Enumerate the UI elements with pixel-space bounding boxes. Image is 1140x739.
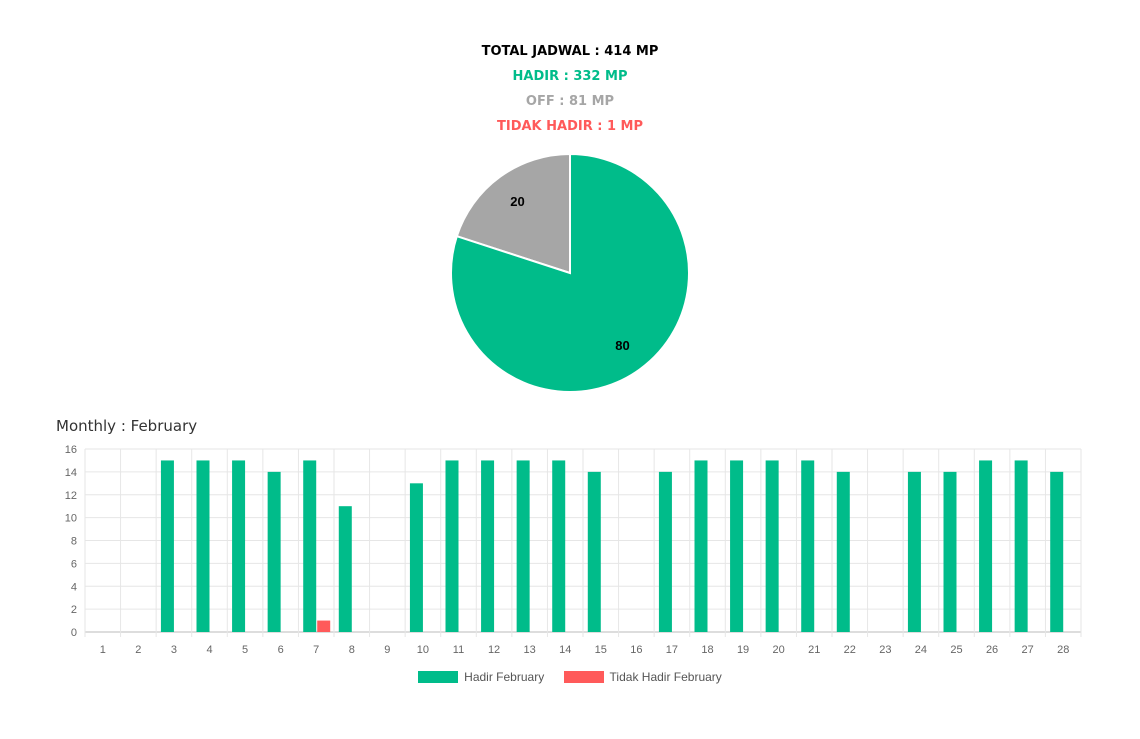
bar-hadir-10[interactable] bbox=[409, 483, 423, 632]
summary-total: TOTAL JADWAL : 414 MP bbox=[481, 44, 659, 59]
bar-chart-legend: Hadir February Tidak Hadir February bbox=[0, 670, 1140, 686]
legend-item-tidak-hadir[interactable]: Tidak Hadir February bbox=[563, 670, 722, 684]
bar-hadir-26[interactable] bbox=[979, 460, 993, 632]
x-tick-label: 12 bbox=[488, 644, 500, 656]
y-tick-label: 14 bbox=[65, 467, 77, 479]
x-tick-label: 1 bbox=[100, 644, 106, 656]
bar-hadir-22[interactable] bbox=[836, 471, 850, 632]
x-tick-label: 2 bbox=[135, 644, 141, 656]
legend-swatch-tidak-hadir bbox=[563, 671, 604, 683]
x-tick-label: 19 bbox=[737, 644, 749, 656]
y-tick-label: 8 bbox=[71, 536, 77, 548]
pie-slice-0[interactable] bbox=[455, 152, 571, 275]
bar-hadir-17[interactable] bbox=[658, 471, 672, 632]
bar-hadir-8[interactable] bbox=[338, 506, 352, 632]
summary-hadir: HADIR : 332 MP bbox=[512, 69, 628, 84]
bar-hadir-18[interactable] bbox=[694, 460, 708, 632]
x-tick-label: 6 bbox=[278, 644, 284, 656]
bar-hadir-11[interactable] bbox=[445, 460, 459, 632]
y-tick-label: 2 bbox=[71, 604, 77, 616]
legend-label-tidak-hadir: Tidak Hadir February bbox=[609, 670, 722, 684]
y-tick-label: 16 bbox=[65, 444, 77, 456]
x-tick-label: 23 bbox=[879, 644, 891, 656]
x-tick-label: 17 bbox=[666, 644, 678, 656]
pie-slice-label-1: 80 bbox=[615, 338, 629, 353]
bar-hadir-15[interactable] bbox=[587, 471, 601, 632]
x-tick-label: 21 bbox=[808, 644, 820, 656]
bar-hadir-24[interactable] bbox=[907, 471, 921, 632]
x-tick-label: 26 bbox=[986, 644, 998, 656]
y-tick-label: 4 bbox=[71, 581, 77, 593]
x-tick-label: 27 bbox=[1022, 644, 1034, 656]
bar-hadir-25[interactable] bbox=[943, 471, 957, 632]
x-tick-label: 11 bbox=[453, 644, 464, 656]
bar-hadir-19[interactable] bbox=[730, 460, 744, 632]
x-tick-label: 3 bbox=[171, 644, 177, 656]
x-tick-label: 20 bbox=[773, 644, 785, 656]
summary-off: OFF : 81 MP bbox=[525, 94, 615, 109]
bar-hadir-14[interactable] bbox=[552, 460, 566, 632]
bar-hadir-3[interactable] bbox=[160, 460, 174, 632]
bar-hadir-4[interactable] bbox=[196, 460, 210, 632]
legend-label-hadir: Hadir February bbox=[464, 670, 545, 684]
x-tick-label: 7 bbox=[313, 644, 319, 656]
bar-hadir-6[interactable] bbox=[267, 471, 281, 632]
bar-hadir-5[interactable] bbox=[232, 460, 246, 632]
bar-hadir-21[interactable] bbox=[801, 460, 815, 632]
bar-hadir-7[interactable] bbox=[303, 460, 317, 632]
summary-tidak-hadir: TIDAK HADIR : 1 MP bbox=[496, 119, 644, 134]
y-tick-label: 0 bbox=[71, 627, 77, 639]
x-tick-label: 22 bbox=[844, 644, 856, 656]
bar-hadir-20[interactable] bbox=[765, 460, 779, 632]
legend-item-hadir[interactable]: Hadir February bbox=[418, 670, 544, 684]
x-tick-label: 9 bbox=[384, 644, 390, 656]
x-tick-label: 13 bbox=[524, 644, 536, 656]
x-tick-label: 24 bbox=[915, 644, 927, 656]
bar-chart-title: Monthly : February bbox=[56, 417, 198, 435]
x-tick-label: 4 bbox=[206, 644, 212, 656]
x-tick-label: 16 bbox=[630, 644, 642, 656]
bar-hadir-12[interactable] bbox=[481, 460, 495, 632]
bar-hadir-28[interactable] bbox=[1050, 471, 1064, 632]
x-tick-label: 28 bbox=[1057, 644, 1069, 656]
bar-tidak-hadir-7[interactable] bbox=[317, 620, 331, 632]
x-tick-label: 10 bbox=[417, 644, 429, 656]
y-tick-label: 12 bbox=[65, 490, 77, 502]
x-tick-label: 18 bbox=[701, 644, 713, 656]
y-tick-label: 6 bbox=[71, 558, 77, 570]
legend-swatch-hadir bbox=[418, 671, 459, 683]
x-tick-label: 14 bbox=[559, 644, 571, 656]
x-tick-label: 8 bbox=[349, 644, 355, 656]
x-tick-label: 5 bbox=[242, 644, 248, 656]
pie-slice-label-0: 20 bbox=[510, 194, 524, 209]
pie-slice-1[interactable] bbox=[450, 152, 690, 393]
x-tick-label: 15 bbox=[595, 644, 607, 656]
bar-hadir-13[interactable] bbox=[516, 460, 530, 632]
bar-hadir-27[interactable] bbox=[1014, 460, 1028, 632]
y-tick-label: 10 bbox=[65, 513, 77, 525]
x-tick-label: 25 bbox=[950, 644, 962, 656]
